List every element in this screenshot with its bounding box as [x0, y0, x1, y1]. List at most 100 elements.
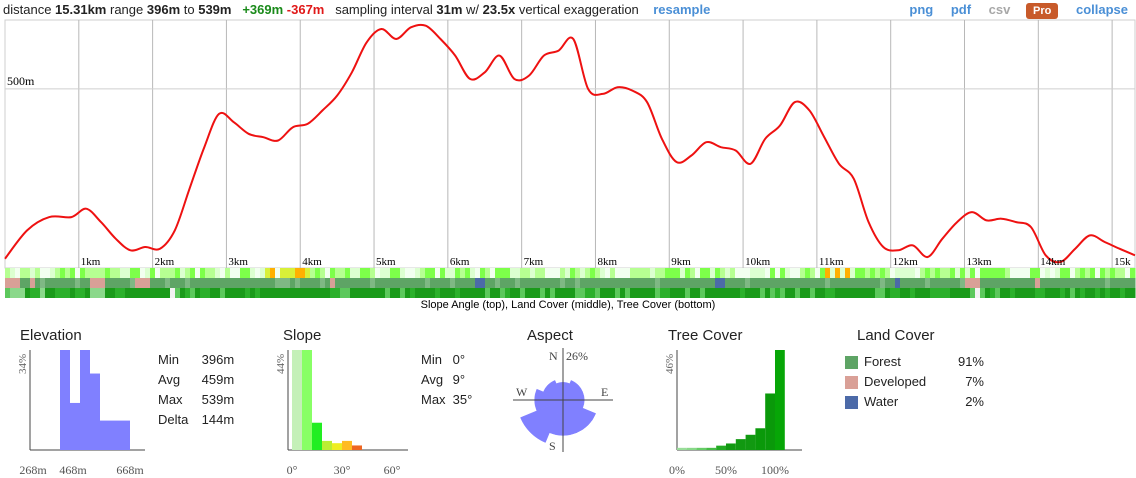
tree-cover-strip-cell: [570, 288, 576, 298]
land-cover-strip-cell: [145, 278, 151, 288]
land-cover-strip-cell: [435, 278, 441, 288]
slope-strip-cell: [755, 268, 761, 278]
slope-strip-cell: [380, 268, 386, 278]
histogram-bar: [302, 350, 312, 450]
tree-cover-strip-cell: [435, 288, 441, 298]
land-cover-strip-cell: [695, 278, 701, 288]
land-cover-legend: Forest 91% Developed 7% Water 2%: [845, 352, 984, 412]
slope-strip-cell: [340, 268, 346, 278]
slope-strip-cell: [60, 268, 66, 278]
land-cover-strip-cell: [240, 278, 246, 288]
tree-cover-strip-cell: [525, 288, 531, 298]
land-cover-strip-cell: [480, 278, 486, 288]
tree-cover-strip-cell: [710, 288, 716, 298]
land-cover-strip-cell: [230, 278, 236, 288]
slope-strip-cell: [640, 268, 646, 278]
resample-link[interactable]: resample: [653, 2, 711, 17]
km-tick-label: 3km: [228, 256, 248, 268]
land-cover-strip-cell: [270, 278, 276, 288]
tree-cover-strip: [5, 288, 1136, 298]
x-tick-label: 468m: [59, 463, 87, 477]
land-cover-strip-cell: [135, 278, 141, 288]
tree-cover-strip-cell: [50, 288, 56, 298]
slope-strip-cell: [15, 268, 21, 278]
land-cover-strip-cell: [400, 278, 406, 288]
slope-strip-cell: [475, 268, 481, 278]
tree-cover-title: Tree Cover: [668, 327, 743, 344]
slope-strip-cell: [95, 268, 101, 278]
land-cover-strip-cell: [370, 278, 376, 288]
land-cover-strip-cell: [10, 278, 16, 288]
tree-cover-strip-cell: [310, 288, 316, 298]
slope-strip-cell: [265, 268, 271, 278]
aspect-direction-label: N: [549, 349, 558, 363]
histogram-bar: [716, 445, 726, 450]
slope-strip-cell: [330, 268, 336, 278]
tree-cover-strip-cell: [95, 288, 101, 298]
land-cover-strip-cell: [1015, 278, 1021, 288]
forest-swatch: [845, 355, 858, 369]
land-cover-strip-cell: [190, 278, 196, 288]
tree-cover-strip-cell: [515, 288, 521, 298]
slope-strip-cell: [370, 268, 376, 278]
aspect-direction-label: W: [516, 385, 528, 399]
slope-strip-cell: [730, 268, 736, 278]
tree-cover-strip-cell: [1045, 288, 1051, 298]
histogram-bar: [755, 428, 766, 450]
tree-cover-strip-cell: [540, 288, 546, 298]
km-tick-label: 8km: [597, 256, 617, 268]
csv-link[interactable]: csv: [988, 2, 1011, 17]
land-cover-strip-cell: [205, 278, 211, 288]
land-cover-strip-cell: [560, 278, 566, 288]
slope-strip-cell: [445, 268, 451, 278]
tree-cover-strip-cell: [830, 288, 836, 298]
land-cover-strip-cell: [1035, 278, 1041, 288]
slope-strip-cell: [345, 268, 351, 278]
tree-cover-strip-cell: [365, 288, 371, 298]
slope-strip-cell: [805, 268, 811, 278]
pdf-link[interactable]: pdf: [950, 2, 972, 17]
forest-value: 91%: [957, 354, 984, 369]
histogram-bar: [686, 447, 697, 450]
land-cover-strip-cell: [870, 278, 876, 288]
slope-strip-cell: [715, 268, 721, 278]
tree-cover-strip-cell: [210, 288, 216, 298]
km-tick-label: 14km: [1040, 256, 1066, 268]
tree-cover-strip-cell: [40, 288, 46, 298]
slope-strip-cell: [260, 268, 266, 278]
slope-strip-cell: [180, 268, 186, 278]
slope-strip-cell: [555, 268, 561, 278]
land-cover-strip-cell: [495, 278, 501, 288]
x-tick-label: 0%: [669, 463, 685, 477]
slope-strip-cell: [245, 268, 251, 278]
land-cover-strip-cell: [885, 278, 891, 288]
tree-cover-strip-cell: [740, 288, 746, 298]
land-cover-strip-cell: [295, 278, 301, 288]
tree-cover-strip-cell: [505, 288, 511, 298]
slope-strip-cell: [1010, 268, 1016, 278]
tree-cover-strip-cell: [1085, 288, 1091, 298]
slope-strip-cell: [190, 268, 196, 278]
slope-strip-cell: [610, 268, 616, 278]
land-cover-strip-cell: [290, 278, 296, 288]
tree-cover-strip-cell: [135, 288, 141, 298]
slope-strip-cell: [335, 268, 341, 278]
slope-strip-cell: [270, 268, 276, 278]
land-cover-strip-cell: [925, 278, 931, 288]
slope-strip-cell: [325, 268, 331, 278]
tree-cover-strip-cell: [805, 288, 811, 298]
tree-cover-strip-cell: [305, 288, 311, 298]
collapse-link[interactable]: collapse: [1075, 2, 1128, 17]
pro-badge[interactable]: Pro: [1026, 3, 1059, 19]
png-link[interactable]: png: [909, 2, 934, 17]
tree-cover-strip-cell: [510, 288, 516, 298]
km-tick-label: 5km: [376, 256, 396, 268]
slope-strip-cell: [615, 268, 621, 278]
slope-strip-cell: [110, 268, 116, 278]
tree-cover-strip-cell: [410, 288, 416, 298]
tree-cover-strip-cell: [165, 288, 171, 298]
tree-cover-strip-cell: [15, 288, 21, 298]
histogram-bar: [120, 420, 130, 450]
tree-cover-strip-cell: [880, 288, 886, 298]
tree-cover-strip-cell: [1035, 288, 1041, 298]
